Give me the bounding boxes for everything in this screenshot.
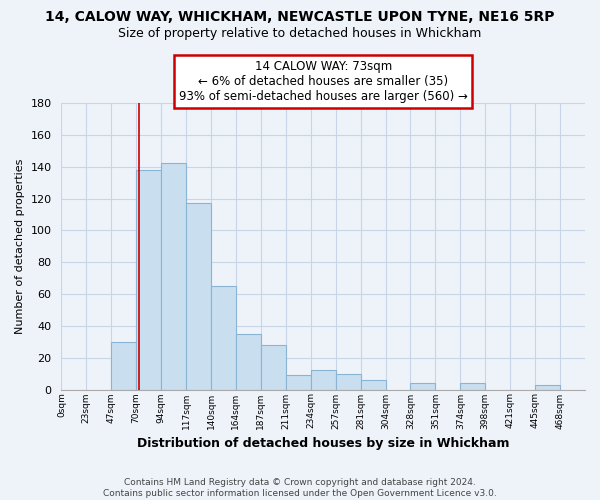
Bar bbox=[311, 370, 335, 390]
Bar bbox=[286, 375, 311, 390]
X-axis label: Distribution of detached houses by size in Whickham: Distribution of detached houses by size … bbox=[137, 437, 509, 450]
Bar bbox=[211, 286, 236, 390]
Bar bbox=[335, 374, 361, 390]
Bar bbox=[186, 204, 211, 390]
Bar bbox=[410, 383, 436, 390]
Text: Contains HM Land Registry data © Crown copyright and database right 2024.
Contai: Contains HM Land Registry data © Crown c… bbox=[103, 478, 497, 498]
Bar bbox=[261, 345, 286, 390]
Text: 14 CALOW WAY: 73sqm
← 6% of detached houses are smaller (35)
93% of semi-detache: 14 CALOW WAY: 73sqm ← 6% of detached hou… bbox=[179, 60, 467, 103]
Bar bbox=[136, 170, 161, 390]
Bar bbox=[236, 334, 261, 390]
Y-axis label: Number of detached properties: Number of detached properties bbox=[15, 158, 25, 334]
Text: Size of property relative to detached houses in Whickham: Size of property relative to detached ho… bbox=[118, 28, 482, 40]
Bar bbox=[460, 383, 485, 390]
Bar bbox=[535, 384, 560, 390]
Bar bbox=[361, 380, 386, 390]
Bar bbox=[111, 342, 136, 390]
Bar bbox=[161, 164, 186, 390]
Text: 14, CALOW WAY, WHICKHAM, NEWCASTLE UPON TYNE, NE16 5RP: 14, CALOW WAY, WHICKHAM, NEWCASTLE UPON … bbox=[45, 10, 555, 24]
